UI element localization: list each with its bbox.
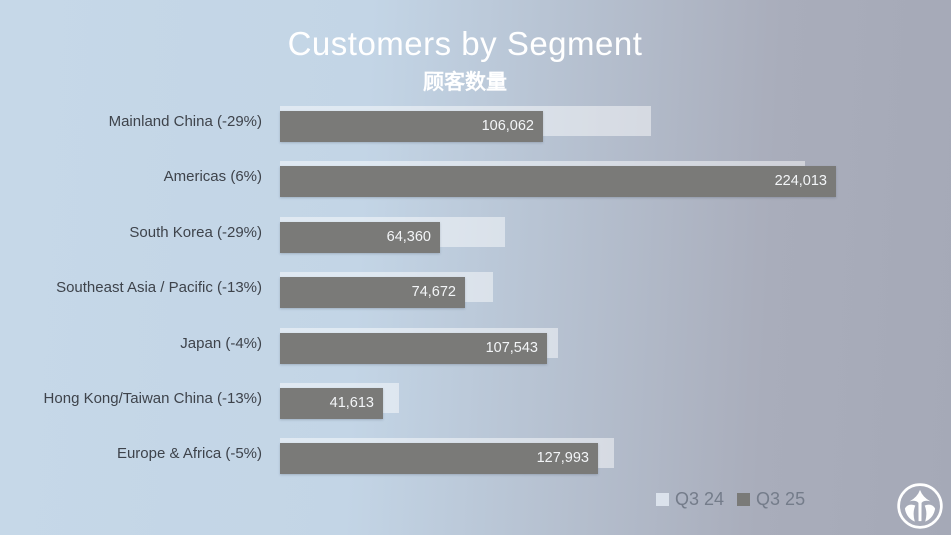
bar-q3-25: 127,993 [280,443,598,475]
bar-q3-25: 106,062 [280,111,543,142]
category-label: Europe & Africa (-5%) [116,445,262,463]
bar-q3-25: 41,613 [280,387,383,419]
category-label: Southeast Asia / Pacific (-13%) [56,279,262,297]
chart-row: Americas (6%) 224,013 [0,154,951,209]
chart-row: Mainland China (-29%) 106,062 [0,99,951,154]
chart-legend: Q3 24 Q3 25 [656,489,805,510]
chart-row: South Korea (-29%) 64,360 [0,210,951,265]
legend-swatch-icon [737,493,751,506]
bar-value-label: 107,543 [485,339,538,356]
chart-title: Customers by Segment [287,25,643,62]
category-label: Americas (6%) [163,168,262,186]
legend-item: Q3 24 [656,489,724,510]
bar-chart: Mainland China (-29%) 106,062 Americas (6%… [0,99,951,487]
category-label: Japan (-4%) [180,334,262,352]
bar-value-label: 127,993 [536,450,589,467]
bar-q3-25: 107,543 [280,332,547,364]
chart-subtitle-chinese: 顾客数量 [423,71,507,94]
bar-group: 127,993 [280,431,951,486]
bar-group: 107,543 [280,321,951,376]
bar-group: 64,360 [280,210,951,265]
category-label: South Korea (-29%) [129,223,262,241]
bar-value-label: 106,062 [481,118,534,134]
legend-label: Q3 24 [675,489,725,509]
chart-row: Europe & Africa (-5%) 127,993 [0,431,951,486]
bar-value-label: 41,613 [329,394,374,411]
chart-row: Japan (-4%) 107,543 [0,321,951,376]
bar-value-label: 224,013 [774,173,827,190]
bar-group: 41,613 [280,376,951,431]
fountain-emblem-logo-icon [895,481,945,531]
legend-label: Q3 25 [756,489,806,509]
category-label: Hong Kong/Taiwan China (-13%) [43,389,262,407]
bar-value-label: 74,672 [411,284,456,301]
bar-value-label: 64,360 [386,228,431,245]
bar-group: 106,062 [280,99,951,154]
legend-item: Q3 25 [737,489,805,510]
bar-q3-25: 224,013 [280,166,836,198]
category-label: Mainland China (-29%) [108,113,262,130]
bar-group: 74,672 [280,265,951,320]
legend-swatch-icon [656,493,669,506]
bar-q3-25: 74,672 [280,277,465,309]
bar-q3-25: 64,360 [280,221,440,253]
bar-group: 224,013 [280,154,951,209]
chart-row: Hong Kong/Taiwan China (-13%) 41,613 [0,376,951,431]
chart-row: Southeast Asia / Pacific (-13%) 74,672 [0,265,951,320]
